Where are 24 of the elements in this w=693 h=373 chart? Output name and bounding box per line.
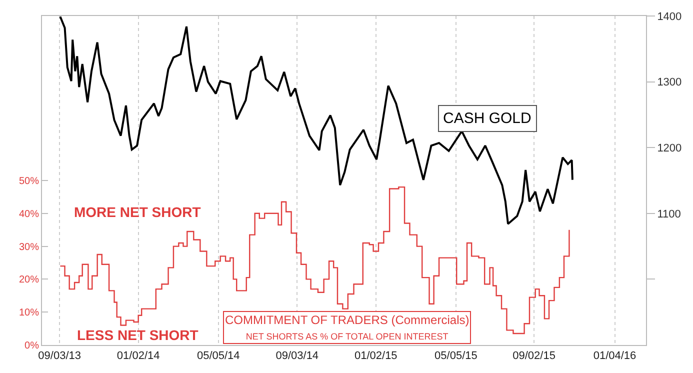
x-tick-label: 09/02/15 [512,350,556,362]
annotation: NET SHORTS AS % OF TOTAL OPEN INTEREST [246,332,449,342]
y2-tick-label: 1400 [657,10,682,23]
y-tick-label: 0% [24,340,40,352]
x-tick-label: 05/05/15 [434,350,478,362]
line-series [59,16,574,225]
y-tick-label: 40% [18,208,40,220]
x-tick-label: 05/05/14 [196,350,240,362]
y-tick-label: 20% [18,274,40,286]
series-label: CASH GOLD [443,110,532,127]
annotation: MORE NET SHORT [74,204,202,220]
y-tick-label: 30% [18,242,40,253]
x-tick-label: 01/02/14 [116,350,160,362]
series-label: COMMITMENT OF TRADERS (Commercials) [225,313,470,327]
annotation: LESS NET SHORT [77,327,199,343]
x-tick-label: 09/03/14 [276,350,319,362]
x-tick-label: 09/03/13 [38,350,81,362]
y2-tick-label: 1200 [657,142,682,154]
x-tick-label: 01/04/16 [593,350,636,362]
x-tick-label: 01/02/15 [354,350,398,362]
y2-tick-label: 1100 [657,208,681,220]
y-tick-label: 10% [18,308,40,319]
y2-tick-label: 1300 [657,76,682,89]
y-tick-label: 50% [18,176,40,187]
